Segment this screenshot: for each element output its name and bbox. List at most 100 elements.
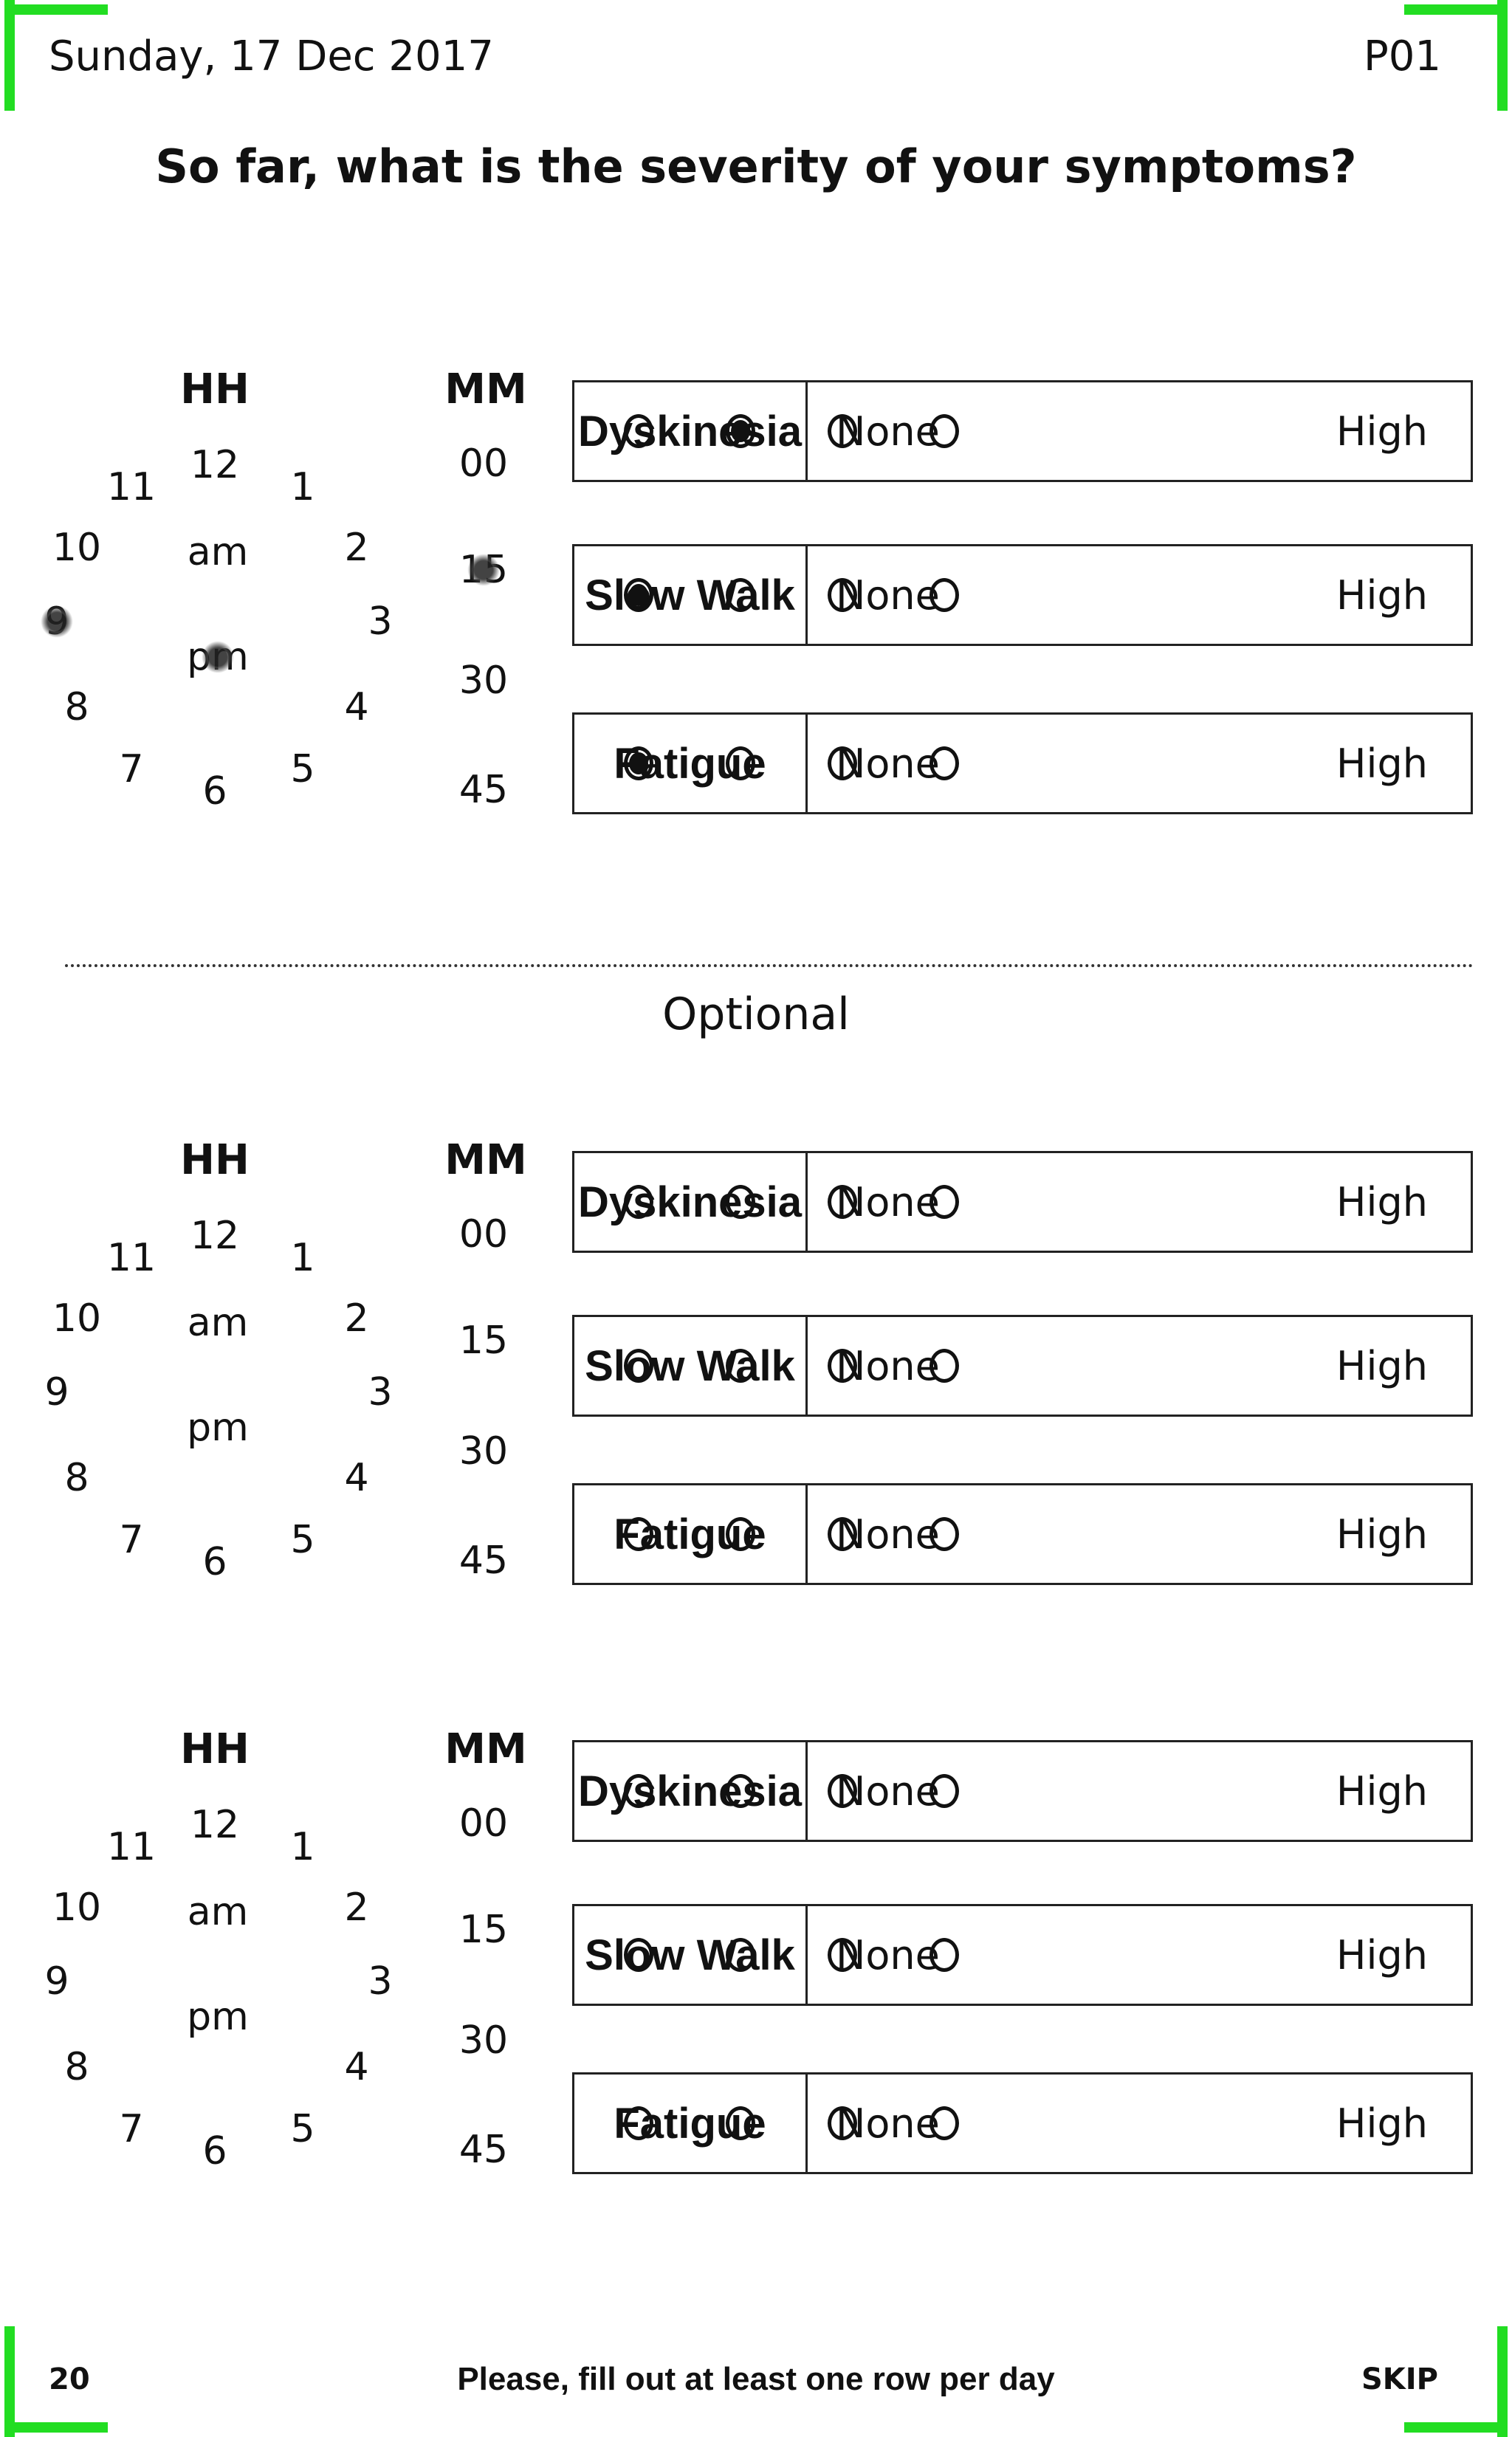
ampm-option-am[interactable]: am <box>187 1890 249 1934</box>
severity-option-2[interactable] <box>726 1349 755 1383</box>
hour-option-9[interactable]: 9 <box>44 1370 69 1415</box>
hour-option-12[interactable]: 12 <box>190 443 240 487</box>
hour-option-12[interactable]: 12 <box>190 1214 240 1258</box>
hour-option-4[interactable]: 4 <box>344 685 369 729</box>
hour-option-2[interactable]: 2 <box>344 1886 369 1930</box>
hour-option-10[interactable]: 10 <box>52 526 102 570</box>
hour-option-2[interactable]: 2 <box>344 526 369 570</box>
ampm-selection-mark <box>202 641 234 673</box>
form-date: Sunday, 17 Dec 2017 <box>49 32 494 80</box>
hour-option-11[interactable]: 11 <box>106 1825 157 1869</box>
hour-option-12[interactable]: 12 <box>190 1803 240 1847</box>
severity-option-2[interactable] <box>726 1938 755 1972</box>
symptom-row-fatigue: Fatigue None High <box>572 1483 1473 1585</box>
hour-option-8[interactable]: 8 <box>64 2045 89 2089</box>
minute-option-00[interactable]: 00 <box>458 441 509 486</box>
severity-option-3[interactable] <box>828 414 857 448</box>
severity-scale: None High <box>624 1153 1471 1251</box>
hour-option-6[interactable]: 6 <box>202 1540 227 1584</box>
severity-option-3[interactable] <box>828 1938 857 1972</box>
severity-option-1[interactable] <box>624 1938 653 1972</box>
hour-option-1[interactable]: 1 <box>290 465 315 509</box>
minute-selection-mark <box>467 554 500 586</box>
hour-option-9[interactable]: 9 <box>44 1959 69 2004</box>
severity-option-2[interactable] <box>726 414 755 448</box>
minute-option-00[interactable]: 00 <box>458 1801 509 1846</box>
severity-option-1[interactable] <box>624 578 653 612</box>
severity-option-2[interactable] <box>726 1185 755 1219</box>
hour-option-7[interactable]: 7 <box>119 747 144 791</box>
minute-option-45[interactable]: 45 <box>458 1539 509 1583</box>
minute-option-15[interactable]: 15 <box>458 1319 509 1363</box>
hour-option-4[interactable]: 4 <box>344 1456 369 1500</box>
severity-option-4[interactable] <box>929 1938 959 1972</box>
minute-option-00[interactable]: 00 <box>458 1212 509 1257</box>
hour-option-3[interactable]: 3 <box>368 1959 393 2004</box>
minute-option-45[interactable]: 45 <box>458 2128 509 2172</box>
severity-option-2[interactable] <box>726 746 755 780</box>
severity-option-1[interactable] <box>624 2106 653 2140</box>
symptom-label: Fatigue <box>574 1485 808 1583</box>
severity-option-3[interactable] <box>828 2106 857 2140</box>
hour-option-7[interactable]: 7 <box>119 1518 144 1562</box>
severity-scale: None High <box>624 546 1471 644</box>
hour-option-1[interactable]: 1 <box>290 1236 315 1280</box>
ampm-option-am[interactable]: am <box>187 1301 249 1345</box>
hour-option-11[interactable]: 11 <box>106 465 157 509</box>
severity-option-4[interactable] <box>929 578 959 612</box>
symptom-label: Dyskinesia <box>574 1153 808 1251</box>
hour-option-3[interactable]: 3 <box>368 599 393 644</box>
symptom-label: Slow Walk <box>574 1906 808 2004</box>
severity-option-4[interactable] <box>929 2106 959 2140</box>
hour-option-6[interactable]: 6 <box>202 2129 227 2173</box>
severity-scale: None High <box>624 2075 1471 2172</box>
skip-label[interactable]: SKIP <box>1361 2362 1438 2396</box>
severity-option-3[interactable] <box>828 1185 857 1219</box>
severity-option-4[interactable] <box>929 1185 959 1219</box>
minute-option-45[interactable]: 45 <box>458 768 509 812</box>
hour-option-10[interactable]: 10 <box>52 1886 102 1930</box>
severity-option-1[interactable] <box>624 1349 653 1383</box>
hour-option-3[interactable]: 3 <box>368 1370 393 1415</box>
severity-option-4[interactable] <box>929 1517 959 1551</box>
hour-option-2[interactable]: 2 <box>344 1296 369 1341</box>
severity-option-1[interactable] <box>624 1185 653 1219</box>
minute-option-30[interactable]: 30 <box>458 1429 509 1474</box>
severity-option-3[interactable] <box>828 1349 857 1383</box>
hour-option-5[interactable]: 5 <box>290 2107 315 2151</box>
severity-option-3[interactable] <box>828 1517 857 1551</box>
hour-option-11[interactable]: 11 <box>106 1236 157 1280</box>
severity-option-3[interactable] <box>828 746 857 780</box>
ampm-option-pm[interactable]: pm <box>187 1406 249 1450</box>
severity-option-1[interactable] <box>624 1774 653 1808</box>
severity-option-1[interactable] <box>624 1517 653 1551</box>
severity-option-1[interactable] <box>624 746 653 780</box>
minute-option-30[interactable]: 30 <box>458 2018 509 2063</box>
severity-option-2[interactable] <box>726 2106 755 2140</box>
severity-option-2[interactable] <box>726 1517 755 1551</box>
severity-option-4[interactable] <box>929 746 959 780</box>
hour-option-5[interactable]: 5 <box>290 1518 315 1562</box>
hour-option-6[interactable]: 6 <box>202 769 227 814</box>
severity-option-3[interactable] <box>828 1774 857 1808</box>
ampm-option-pm[interactable]: pm <box>187 1995 249 2039</box>
hour-option-8[interactable]: 8 <box>64 685 89 729</box>
hour-option-4[interactable]: 4 <box>344 2045 369 2089</box>
severity-option-4[interactable] <box>929 414 959 448</box>
corner-mark-bottom-left <box>0 2326 108 2437</box>
hour-option-8[interactable]: 8 <box>64 1456 89 1500</box>
severity-option-4[interactable] <box>929 1774 959 1808</box>
severity-option-2[interactable] <box>726 1774 755 1808</box>
minute-header: MM <box>444 1136 527 1184</box>
hour-option-10[interactable]: 10 <box>52 1296 102 1341</box>
severity-option-4[interactable] <box>929 1349 959 1383</box>
severity-option-3[interactable] <box>828 578 857 612</box>
hour-option-1[interactable]: 1 <box>290 1825 315 1869</box>
hour-option-7[interactable]: 7 <box>119 2107 144 2151</box>
hour-option-5[interactable]: 5 <box>290 747 315 791</box>
minute-option-15[interactable]: 15 <box>458 1908 509 1952</box>
severity-option-2[interactable] <box>726 578 755 612</box>
severity-option-1[interactable] <box>624 414 653 448</box>
ampm-option-am[interactable]: am <box>187 530 249 574</box>
minute-option-30[interactable]: 30 <box>458 659 509 703</box>
